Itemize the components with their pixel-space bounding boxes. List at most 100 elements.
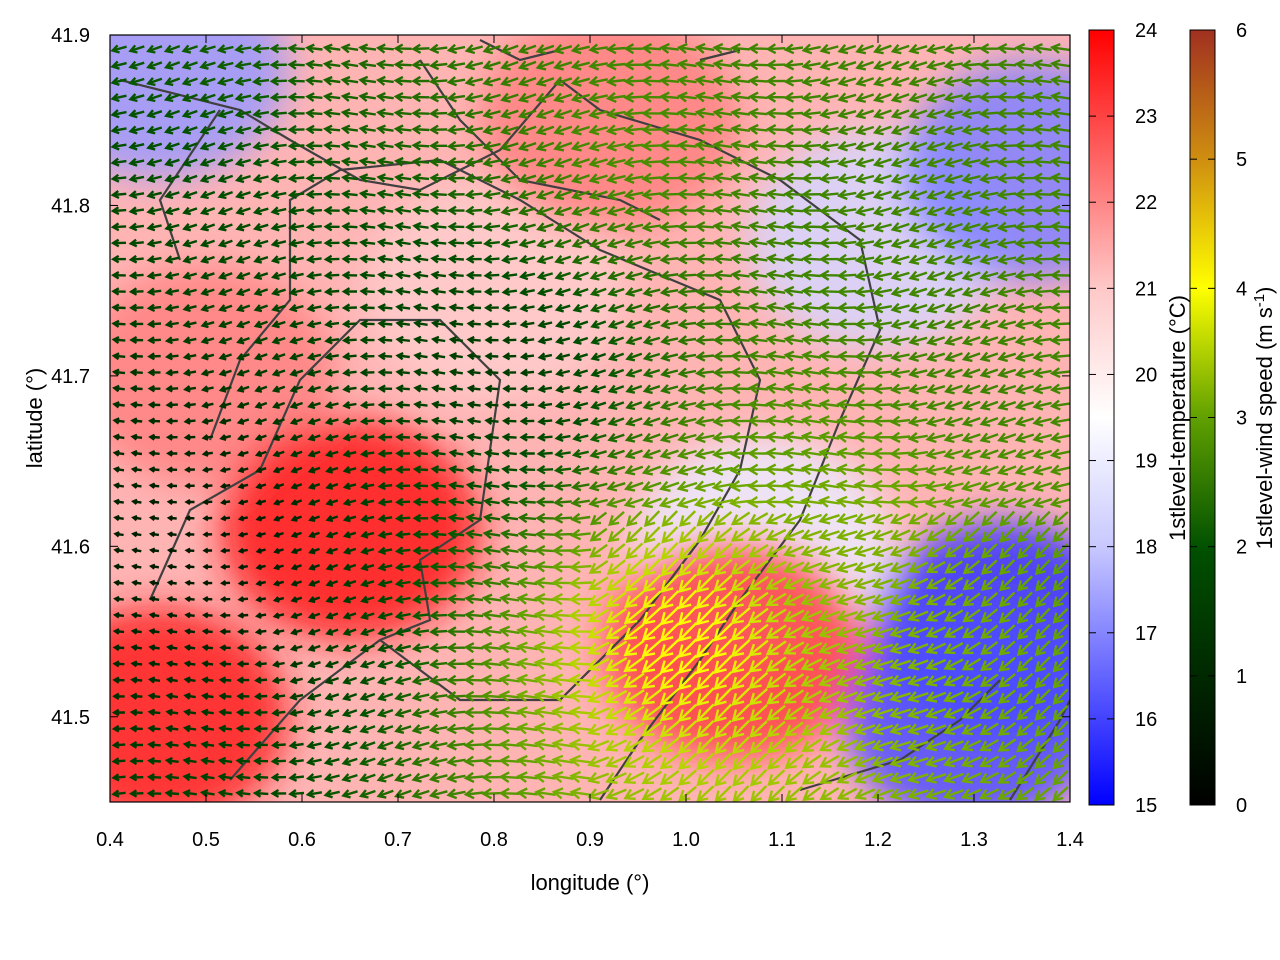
wind-arrow (569, 560, 592, 574)
wind-arrow (429, 626, 448, 637)
wind-arrow (961, 416, 981, 427)
wind-arrow (429, 140, 448, 151)
wind-arrow (517, 125, 537, 136)
wind-arrow (713, 526, 733, 543)
wind-arrow (625, 352, 643, 362)
wind-arrow (908, 254, 928, 265)
wind-arrow (307, 385, 322, 393)
wind-arrow (943, 43, 963, 55)
wind-arrow (341, 270, 358, 280)
wind-arrow (394, 546, 411, 556)
wind-arrow (641, 237, 661, 249)
wind-arrow (605, 640, 628, 656)
wind-arrow (943, 691, 964, 703)
wind-arrow (765, 334, 786, 346)
wind-arrow (818, 302, 839, 314)
wind-arrow (111, 336, 126, 344)
wind-arrow (446, 43, 466, 55)
wind-arrow (112, 660, 125, 668)
wind-arrow (749, 752, 768, 771)
wind-arrow (464, 561, 483, 572)
wind-arrow (342, 660, 357, 669)
wind-arrow (377, 400, 393, 410)
wind-arrow (676, 496, 698, 509)
wind-arrow (342, 400, 357, 410)
wind-arrow (395, 497, 411, 507)
wind-arrow (996, 59, 1017, 71)
wind-arrow (766, 720, 786, 738)
wind-arrow (978, 140, 999, 152)
wind-arrow (801, 269, 821, 281)
wind-arrow (182, 352, 197, 361)
wind-arrow (517, 141, 537, 152)
wind-arrow (871, 415, 893, 427)
wind-arrow (448, 319, 464, 328)
wind-arrow (411, 626, 430, 637)
wind-arrow (854, 141, 875, 152)
wind-arrow (446, 626, 466, 637)
wind-arrow (465, 481, 482, 491)
wind-arrow (871, 723, 894, 736)
wind-arrow (712, 156, 733, 168)
wind-arrow (872, 350, 893, 362)
wind-arrow (732, 752, 750, 771)
wind-arrow (568, 722, 592, 735)
wind-arrow (1032, 318, 1052, 330)
wind-arrow (553, 157, 573, 168)
wind-arrow (889, 788, 911, 800)
wind-arrow (961, 400, 981, 411)
wind-arrow (960, 496, 982, 509)
wind-arrow (676, 188, 697, 200)
wind-arrow (554, 417, 571, 426)
wind-arrow (623, 75, 644, 87)
wind-arrow (130, 628, 142, 635)
wind-arrow (110, 190, 127, 199)
wind-arrow (166, 466, 178, 473)
wind-arrow (873, 76, 892, 87)
wind-arrow (323, 173, 340, 183)
wind-arrow (236, 676, 250, 684)
wind-arrow (500, 76, 519, 87)
wind-arrow (642, 558, 662, 577)
wind-arrow (979, 416, 999, 427)
wind-arrow (589, 238, 608, 249)
wind-arrow (660, 589, 680, 610)
wind-arrow (1034, 721, 1052, 737)
wind-arrow (482, 157, 501, 168)
wind-arrow (854, 173, 875, 184)
wind-arrow (1032, 140, 1052, 152)
wind-arrow (942, 756, 964, 768)
wind-arrow (393, 156, 412, 167)
wind-arrow (394, 514, 411, 523)
wind-arrow (342, 595, 357, 604)
wind-arrow (677, 367, 697, 379)
wind-arrow (128, 254, 144, 264)
wind-arrow (729, 463, 751, 476)
wind-arrow (1032, 205, 1052, 217)
wind-arrow (871, 545, 894, 558)
wind-arrow (642, 286, 661, 297)
wind-arrow (623, 672, 645, 689)
wind-arrow (377, 287, 393, 296)
wind-arrow (890, 125, 910, 136)
wind-arrow (447, 205, 465, 216)
wind-arrow (819, 76, 839, 87)
wind-arrow (146, 773, 162, 782)
wind-arrow (501, 271, 518, 281)
wind-arrow (466, 319, 481, 328)
wind-arrow (1050, 140, 1070, 152)
wind-arrow (130, 482, 142, 489)
wind-arrow (835, 495, 858, 508)
wind-arrow (218, 676, 232, 684)
wind-arrow (252, 206, 269, 216)
wind-arrow (519, 400, 535, 410)
wind-arrow (342, 676, 358, 685)
wind-arrow (818, 366, 840, 378)
wind-arrow (289, 434, 303, 442)
wind-arrow (166, 531, 177, 538)
wind-arrow (694, 123, 715, 135)
wind-arrow (553, 76, 573, 87)
wind-arrow (255, 515, 266, 522)
wind-arrow (661, 526, 679, 544)
wind-arrow (289, 692, 304, 701)
